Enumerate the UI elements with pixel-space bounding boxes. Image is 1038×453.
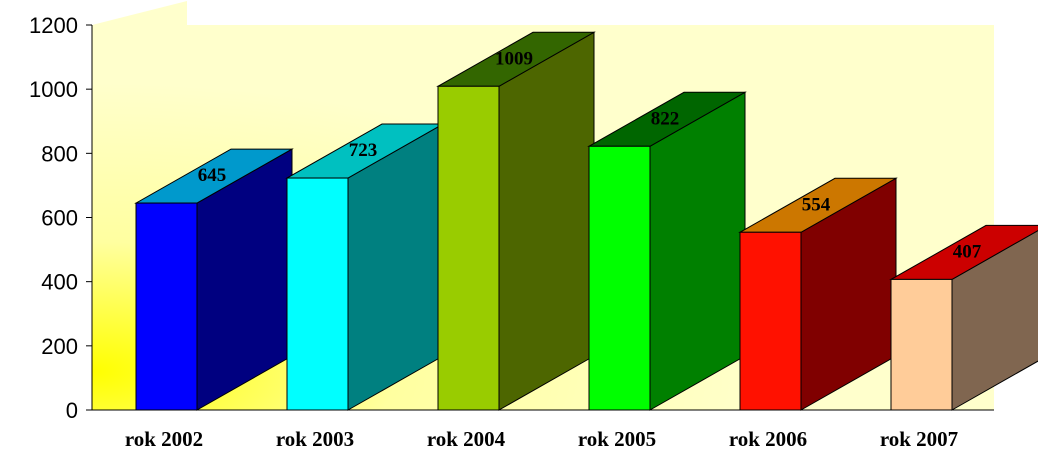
data-label: 822 <box>651 108 680 129</box>
data-label: 407 <box>953 241 982 262</box>
y-tick-label: 200 <box>41 334 78 359</box>
bar-6 <box>889 224 1038 411</box>
data-label: 1009 <box>495 48 533 69</box>
bar-front-face <box>437 85 500 411</box>
bar-front-face <box>588 145 651 411</box>
data-label: 554 <box>802 194 831 215</box>
bar-side-face <box>649 91 746 411</box>
y-tick-label: 0 <box>66 398 78 423</box>
bar-1 <box>134 148 294 411</box>
x-tick-label: rok 2005 <box>578 427 656 451</box>
data-label: 645 <box>198 165 227 186</box>
y-tick-label: 1000 <box>29 77 78 102</box>
y-tick-label: 600 <box>41 206 78 231</box>
x-tick-label: rok 2002 <box>125 427 203 451</box>
y-tick-label: 1200 <box>29 13 78 38</box>
bar-2 <box>285 123 445 411</box>
x-tick-label: rok 2003 <box>276 427 354 451</box>
data-label: 723 <box>349 140 378 161</box>
x-tick-label: rok 2007 <box>880 427 958 451</box>
y-tick-label: 400 <box>41 270 78 295</box>
bar-front-face <box>739 231 802 411</box>
x-tick-label: rok 2006 <box>729 427 807 451</box>
bar-front-face <box>286 177 349 411</box>
bar-side-face <box>498 31 595 411</box>
x-tick-label: rok 2004 <box>427 427 506 451</box>
y-tick-label: 800 <box>41 141 78 166</box>
bar-5 <box>738 177 898 411</box>
bar-front-face <box>890 278 953 411</box>
bar-front-face <box>135 202 198 411</box>
bar-3 <box>436 31 596 411</box>
bar-4 <box>587 91 747 411</box>
